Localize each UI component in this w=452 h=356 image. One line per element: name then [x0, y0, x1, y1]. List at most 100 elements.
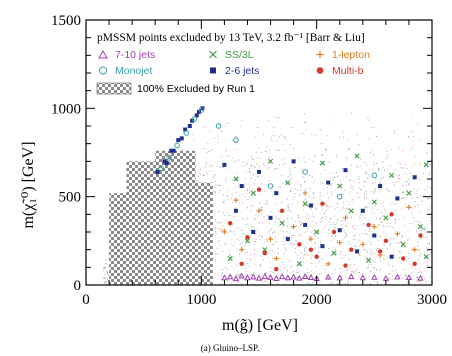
background-point — [359, 254, 361, 256]
background-point — [253, 241, 255, 243]
background-point — [254, 263, 255, 265]
point-monojet — [371, 172, 378, 179]
background-point — [293, 163, 295, 165]
background-point — [249, 167, 250, 169]
point-2-6-jets — [194, 113, 199, 118]
background-point — [217, 252, 219, 254]
background-point — [386, 150, 388, 152]
point-monojet — [336, 193, 343, 200]
background-point — [270, 136, 272, 138]
background-point — [370, 271, 372, 273]
background-point — [342, 136, 344, 138]
background-point — [238, 159, 239, 161]
background-point — [279, 202, 281, 204]
background-point — [334, 223, 336, 225]
point-7-10-jets — [417, 274, 424, 281]
background-point — [278, 117, 280, 119]
point-7-10-jets — [394, 273, 401, 280]
background-point — [325, 215, 327, 217]
background-point — [327, 277, 329, 279]
background-point — [296, 240, 298, 242]
point-multi-b — [383, 238, 389, 244]
background-point — [215, 184, 217, 186]
background-point — [244, 183, 246, 185]
background-point — [344, 276, 346, 278]
background-point — [314, 235, 316, 237]
point-ss-3l — [406, 190, 412, 196]
background-point — [107, 280, 109, 281]
background-point — [301, 264, 303, 266]
background-point — [413, 217, 415, 218]
background-point — [311, 220, 313, 222]
background-point — [253, 279, 255, 281]
background-point — [398, 257, 400, 259]
background-point — [291, 266, 292, 268]
background-point — [318, 247, 320, 249]
background-point — [237, 227, 239, 229]
background-point — [255, 241, 256, 242]
background-point — [311, 133, 313, 135]
background-point — [390, 243, 392, 245]
background-point — [328, 248, 329, 249]
background-point — [288, 209, 290, 211]
background-point — [225, 148, 227, 150]
background-point — [422, 276, 424, 277]
background-point — [261, 209, 263, 211]
background-point — [293, 148, 295, 150]
background-point — [330, 240, 332, 242]
point-1-lepton — [233, 197, 239, 203]
background-point — [247, 207, 248, 209]
background-point — [414, 156, 416, 158]
background-point — [364, 249, 365, 250]
background-point — [200, 168, 202, 170]
background-point — [337, 176, 338, 178]
background-point — [221, 156, 223, 158]
background-point — [277, 167, 279, 169]
y-tick-label: 1000 — [51, 101, 81, 117]
background-point — [106, 270, 108, 272]
background-point — [104, 267, 106, 269]
background-point — [309, 236, 311, 237]
point-1-lepton — [371, 224, 377, 230]
legend-marker — [210, 67, 216, 74]
legend-label: 100% Excluded by Run 1 — [137, 83, 255, 95]
background-point — [429, 164, 431, 166]
background-point — [261, 152, 263, 154]
background-point — [374, 267, 375, 269]
background-point — [252, 226, 254, 228]
point-monojet — [267, 183, 274, 189]
background-point — [250, 210, 252, 212]
background-point — [382, 215, 384, 217]
background-point — [373, 252, 375, 254]
point-1-lepton — [360, 241, 366, 247]
background-point — [297, 277, 298, 278]
background-point — [310, 257, 312, 259]
background-point — [257, 176, 259, 178]
background-point — [312, 192, 314, 193]
background-point — [312, 282, 314, 284]
background-point — [372, 192, 374, 194]
background-point — [217, 228, 219, 230]
point-7-10-jets — [221, 274, 228, 281]
background-point — [265, 277, 267, 279]
background-point — [345, 176, 347, 178]
x-tick-label: 2000 — [302, 292, 332, 308]
background-point — [344, 254, 346, 256]
background-point — [380, 270, 382, 271]
point-ss-3l — [383, 215, 389, 221]
point-ss-3l — [337, 183, 343, 189]
background-point — [388, 225, 390, 227]
background-point — [423, 252, 425, 254]
background-point — [418, 280, 420, 282]
background-point — [325, 275, 327, 277]
background-point — [293, 270, 294, 272]
background-point — [394, 169, 396, 171]
background-point — [320, 273, 322, 275]
background-point — [327, 186, 329, 188]
background-point — [212, 232, 214, 234]
background-point — [239, 253, 241, 255]
background-point — [353, 264, 355, 266]
background-point — [411, 271, 413, 273]
background-point — [261, 213, 263, 215]
background-point — [241, 120, 243, 122]
